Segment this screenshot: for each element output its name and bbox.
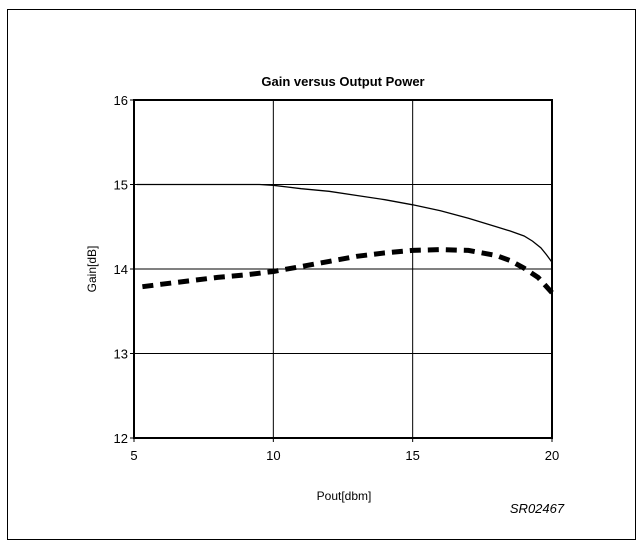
series-layer: [136, 183, 554, 295]
x-tick-label: 20: [545, 448, 559, 463]
grid-lines: [134, 100, 552, 438]
x-tick-label: 5: [130, 448, 137, 463]
chart-title: Gain versus Output Power: [261, 74, 424, 89]
x-tick-label: 10: [266, 448, 280, 463]
figure-frame: [7, 9, 636, 540]
y-tick-label: 15: [114, 178, 128, 193]
y-tick-label: 13: [114, 347, 128, 362]
x-axis-label: Pout[dbm]: [317, 489, 372, 503]
y-axis-label: Gain[dB]: [85, 246, 99, 293]
y-tick-label: 16: [114, 93, 128, 108]
tick-layer: 5 10 15 20 12 13 14 15 16: [114, 93, 560, 463]
figure-code: SR02467: [510, 501, 565, 516]
series-line-solid: [136, 183, 553, 263]
y-tick-label: 14: [114, 262, 128, 277]
y-tick-label: 12: [114, 431, 128, 446]
x-tick-label: 15: [405, 448, 419, 463]
series-line-dashed: [142, 247, 554, 295]
